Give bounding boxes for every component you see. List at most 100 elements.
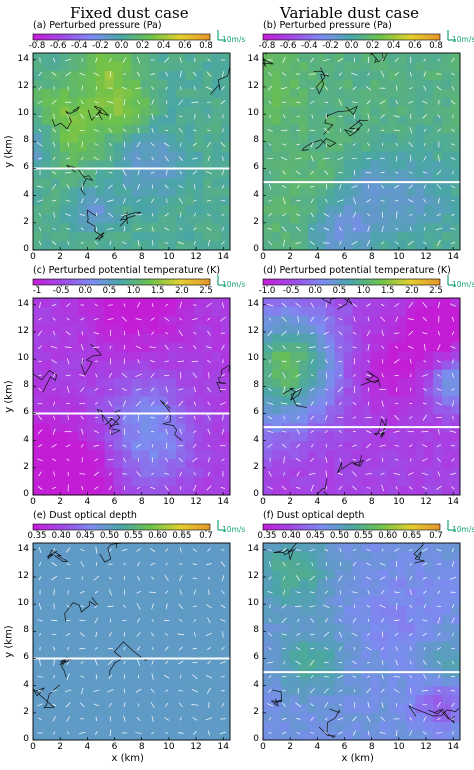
y-tick-label: 2 xyxy=(253,706,259,717)
x-tick-label: 14 xyxy=(447,497,459,507)
x-tick-label: 14 xyxy=(217,252,229,262)
contour-lines-f xyxy=(270,542,460,738)
x-axis-label: x (km) xyxy=(341,753,374,764)
x-tick-label: 12 xyxy=(190,252,202,262)
x-tick-label: 2 xyxy=(57,497,64,507)
y-tick-label: 4 xyxy=(23,679,29,690)
colorbar-tick-label: 0.60 xyxy=(378,531,398,541)
colorbar-tick-label: 2.0 xyxy=(175,286,189,296)
y-tick-label: 8 xyxy=(253,135,259,146)
y-tick-label: 4 xyxy=(23,434,29,445)
plot-frame-f xyxy=(262,542,461,741)
colorbar-tick-label: 0.45 xyxy=(305,531,325,541)
colorbar-tick-label: 1.5 xyxy=(380,286,395,296)
colorbar-tick-label: -1 xyxy=(32,286,42,296)
colorbar-tick-label: -0.4 xyxy=(70,41,88,51)
panel-title-a: (a) Perturbed pressure (Pa) xyxy=(33,20,162,31)
x-tick-label: 10 xyxy=(163,742,175,752)
colorbar-tick-label: -0.8 xyxy=(28,41,46,51)
plot-frame-b xyxy=(262,52,461,251)
x-tick-label: 12 xyxy=(420,742,432,752)
x-tick-label: 4 xyxy=(314,742,321,752)
colorbar-tick-label: -0.4 xyxy=(300,41,318,51)
wind-vectors-b xyxy=(266,56,456,247)
panel-title-f: (f) Dust optical depth xyxy=(263,510,365,521)
wind-vectors-e xyxy=(37,546,227,737)
wind-vectors-c xyxy=(36,301,227,492)
y-tick-label: 8 xyxy=(23,625,29,636)
contour-lines-b xyxy=(262,52,388,151)
x-tick-label: 10 xyxy=(393,252,405,262)
y-tick-label: 4 xyxy=(253,434,259,445)
x-tick-label: 0 xyxy=(30,497,36,507)
reference-vector-label: 10m/s xyxy=(452,525,474,534)
colorbar-tick-label: 0.8 xyxy=(429,41,443,51)
x-tick-label: 14 xyxy=(217,497,229,507)
x-tick-label: 14 xyxy=(447,252,459,262)
colorbar-tick-label: 0.65 xyxy=(402,531,422,541)
y-tick-label: 0 xyxy=(253,489,259,499)
x-tick-label: 0 xyxy=(260,497,266,507)
reference-vector-label: 10m/s xyxy=(452,35,474,44)
y-tick-label: 0 xyxy=(253,244,259,254)
y-tick-label: 6 xyxy=(23,407,29,418)
x-tick-label: 10 xyxy=(163,252,175,262)
wind-vectors-f xyxy=(266,547,457,736)
colorbar-tick-label: 0.4 xyxy=(156,41,171,51)
colorbar-tick-label: 1.0 xyxy=(126,286,141,296)
y-tick-label: 14 xyxy=(17,298,29,309)
y-tick-label: 10 xyxy=(17,598,29,609)
y-axis-label: y (km) xyxy=(3,379,15,413)
colorbar-tick-label: 0.7 xyxy=(429,531,443,541)
colorbar-tick-label: 0.65 xyxy=(172,531,192,541)
x-tick-label: 8 xyxy=(368,742,375,752)
reference-vector-label: 10m/s xyxy=(222,35,246,44)
colorbar-tick-label: 0.55 xyxy=(124,531,144,541)
reference-vector-label: 10m/s xyxy=(452,280,474,289)
x-tick-label: 10 xyxy=(393,742,405,752)
colorbar-tick-label: 0.45 xyxy=(75,531,95,541)
colorbar-tick-label: 0.2 xyxy=(365,41,380,51)
left-column-title: Fixed dust case xyxy=(70,4,189,22)
x-tick-label: 8 xyxy=(138,742,145,752)
colorbar-tick-label: -1.0 xyxy=(258,286,276,296)
colorbar-tick-label: 1.5 xyxy=(150,286,165,296)
colorbar-tick-label: 1.0 xyxy=(356,286,371,296)
x-tick-label: 8 xyxy=(368,252,375,262)
colorbar-a xyxy=(32,33,211,41)
plot-frame-a xyxy=(32,52,231,251)
colorbar-tick-label: -0.2 xyxy=(92,41,109,51)
x-tick-label: 6 xyxy=(341,252,348,262)
panel-title-e: (e) Dust optical depth xyxy=(33,510,137,521)
colorbar-tick-label: -0.2 xyxy=(322,41,339,51)
y-tick-label: 8 xyxy=(23,135,29,146)
y-tick-label: 0 xyxy=(23,244,29,254)
y-tick-label: 14 xyxy=(247,53,259,64)
heatmap-a xyxy=(33,53,231,251)
colorbar-tick-label: 0.60 xyxy=(148,531,168,541)
colorbar-tick-label: 0.4 xyxy=(386,41,401,51)
colorbar-d xyxy=(262,278,441,286)
x-tick-label: 10 xyxy=(163,497,175,507)
x-tick-label: 8 xyxy=(138,252,145,262)
x-tick-label: 4 xyxy=(314,497,321,507)
y-tick-label: 4 xyxy=(23,189,29,200)
colorbar-tick-label: 0.0 xyxy=(78,286,93,296)
colorbar-tick-label: 0.40 xyxy=(51,531,71,541)
colorbar-tick-label: 0.0 xyxy=(308,286,323,296)
colorbar-tick-label: 0.6 xyxy=(408,41,422,51)
x-tick-label: 12 xyxy=(420,497,432,507)
y-tick-label: 10 xyxy=(247,353,259,364)
colorbar-tick-label: 0.2 xyxy=(135,41,150,51)
colorbar-tick-label: -0.6 xyxy=(279,41,297,51)
colorbar-tick-label: 0.55 xyxy=(354,531,374,541)
y-tick-label: 6 xyxy=(23,162,29,173)
colorbar-c xyxy=(32,278,211,286)
y-tick-label: 2 xyxy=(253,216,259,227)
colorbar-tick-label: 2.5 xyxy=(429,286,443,296)
x-tick-label: 8 xyxy=(368,497,375,507)
colorbar-tick-label: -0.8 xyxy=(258,41,276,51)
x-tick-label: 0 xyxy=(30,742,36,752)
heatmap-e xyxy=(33,543,231,741)
y-tick-label: 12 xyxy=(247,325,259,336)
